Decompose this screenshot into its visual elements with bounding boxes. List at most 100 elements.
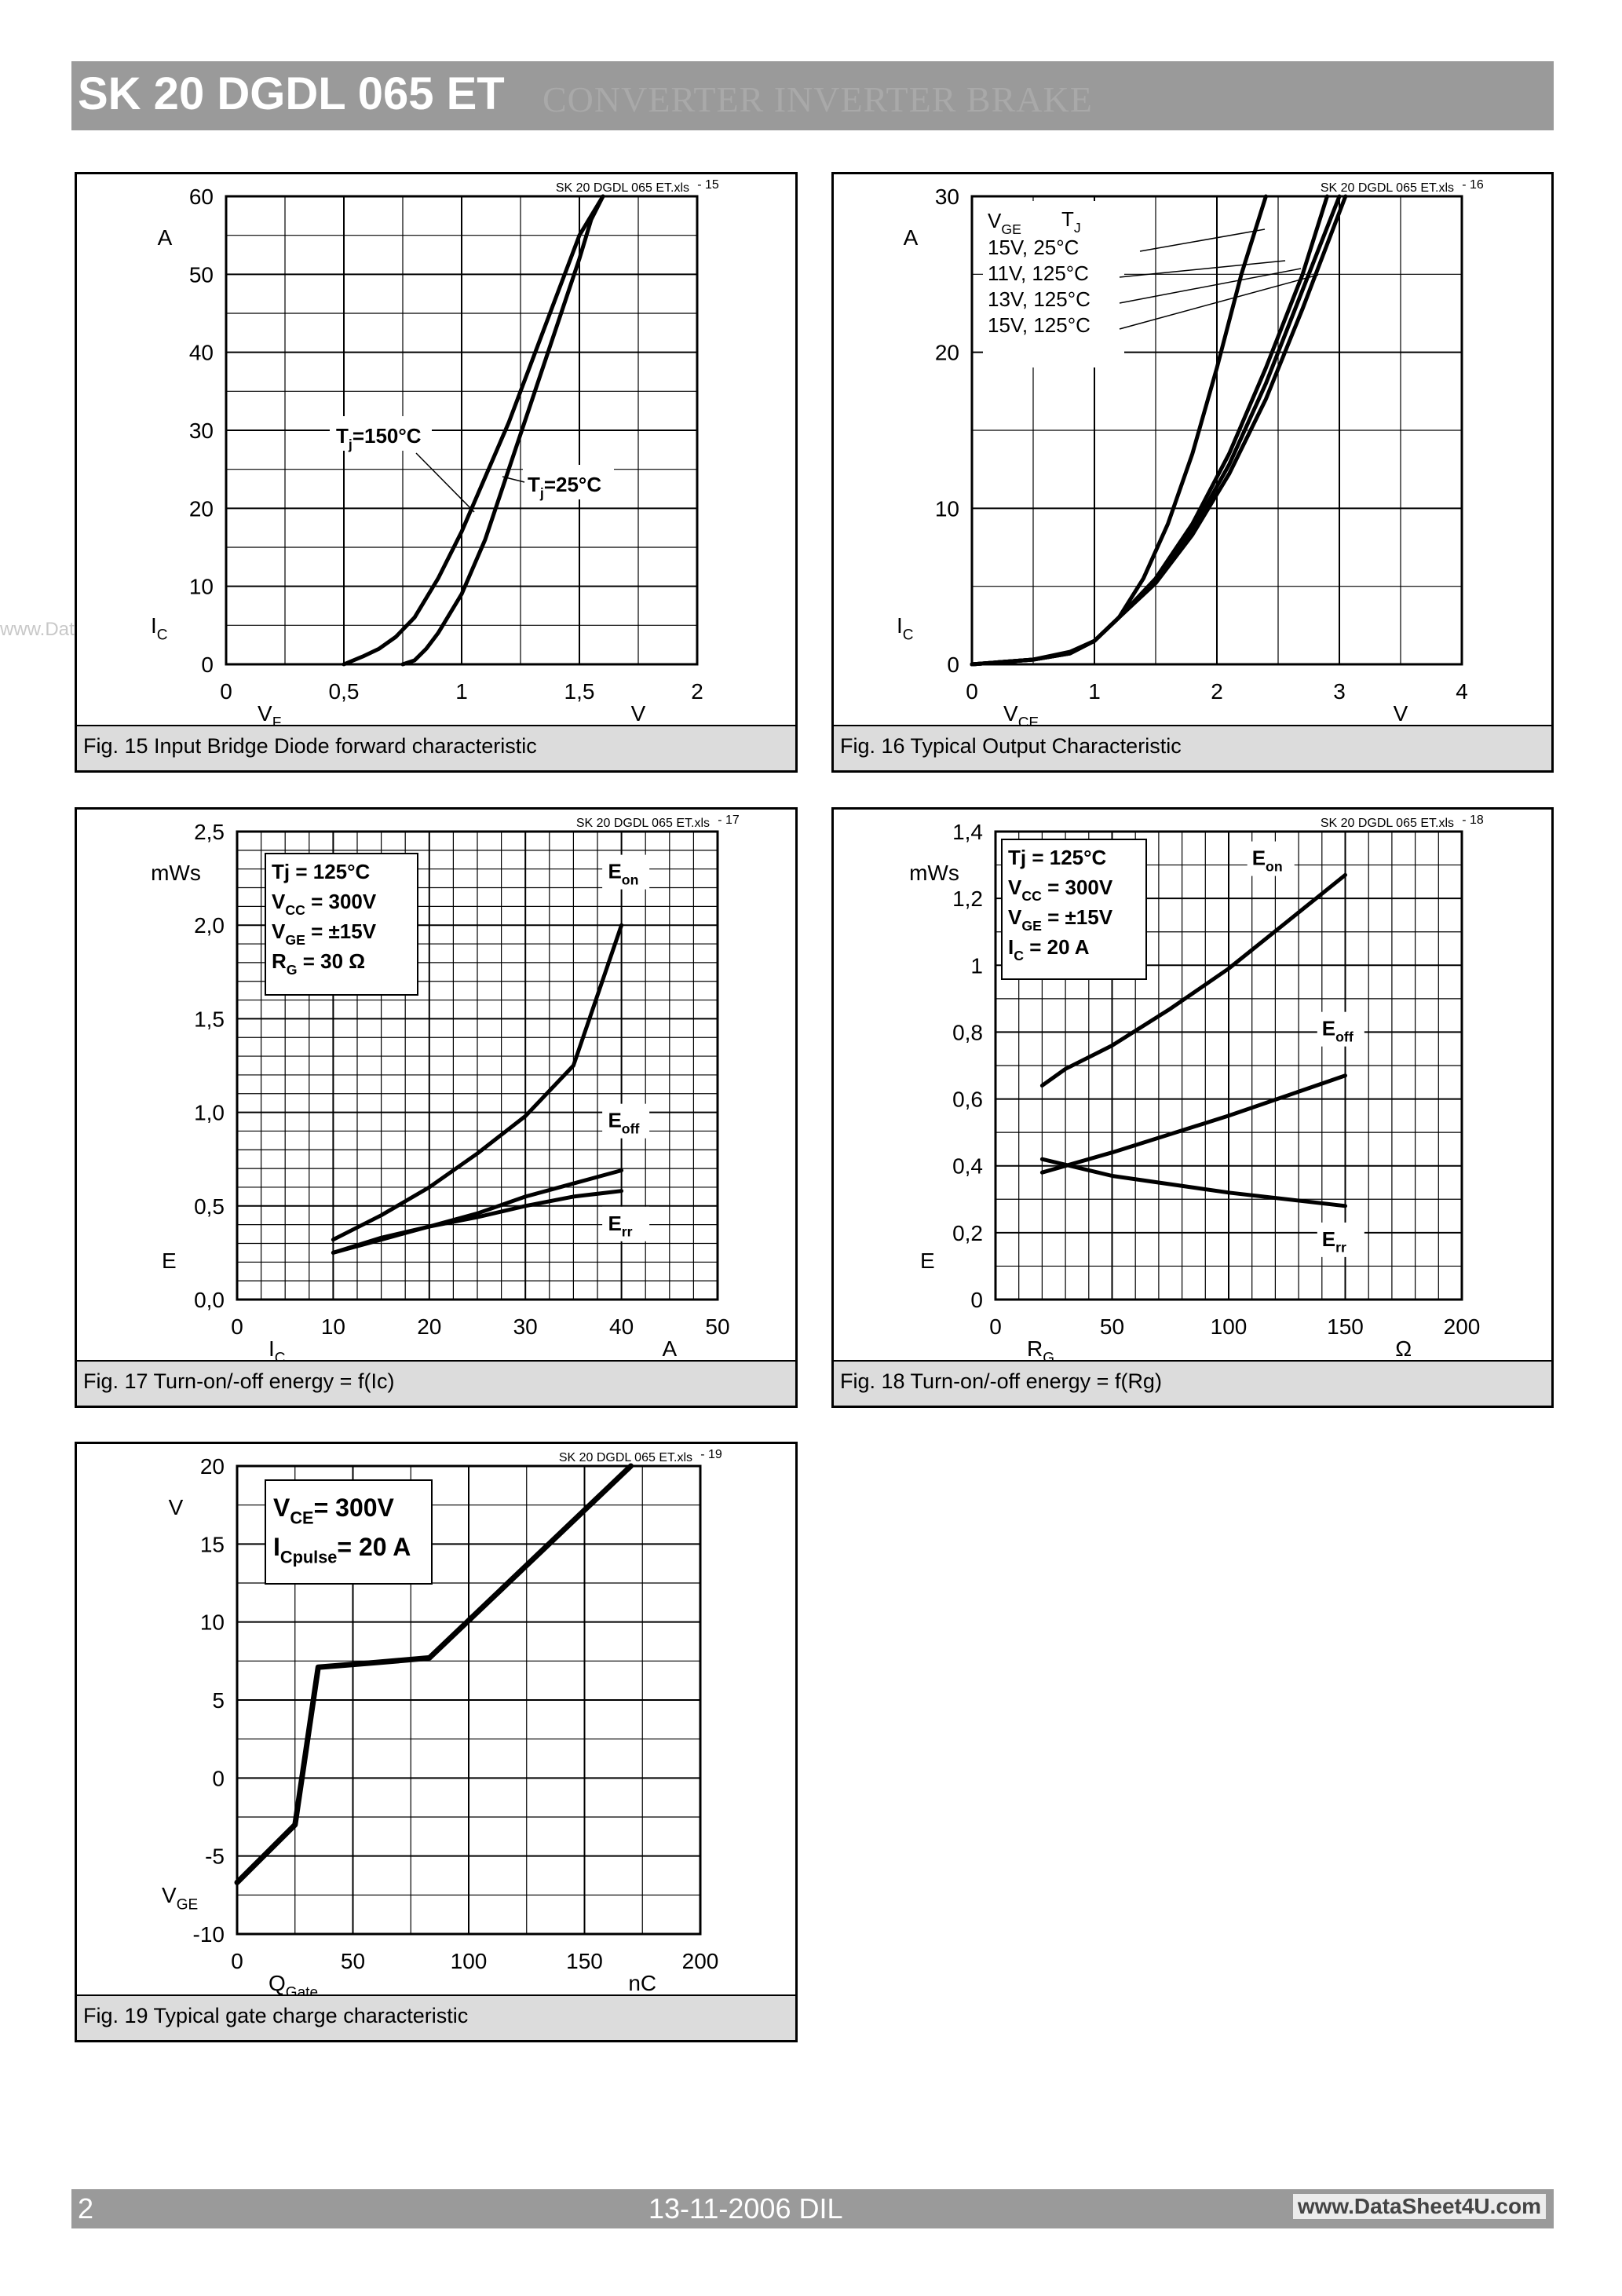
- legend-entry: 15V, 25°C: [988, 236, 1079, 259]
- y-tick-label: 0,0: [194, 1288, 225, 1312]
- legend-bg: [983, 201, 1124, 367]
- leader-line: [502, 476, 525, 483]
- y-tick-label: 1,2: [952, 887, 983, 911]
- y-tick-label: 1,5: [194, 1007, 225, 1031]
- y-axis-unit: V: [169, 1495, 184, 1519]
- x-axis-symbol: RG: [1027, 1336, 1054, 1362]
- series-label-Eoff: Eoff: [1322, 1017, 1353, 1045]
- x-tick-label: 200: [682, 1949, 719, 1973]
- legend-entry: 11V, 125°C: [988, 261, 1089, 285]
- y-tick-label: 10: [200, 1610, 225, 1635]
- file-tag: SK 20 DGDL 065 ET.xls: [1321, 817, 1454, 830]
- x-axis-symbol: VCE: [1003, 701, 1039, 726]
- condition-line: RG = 30 Ω: [272, 949, 365, 978]
- series-label-Eon: Eon: [1252, 846, 1283, 875]
- y-tick-label: 0: [970, 1288, 983, 1312]
- y-axis-symbol: IC: [897, 613, 914, 643]
- series-label-Eoff: Eoff: [608, 1109, 639, 1137]
- y-tick-label: 0,6: [952, 1088, 983, 1112]
- x-tick-label: 40: [609, 1314, 634, 1339]
- condition-line: VCC = 300V: [272, 890, 377, 918]
- label-bg: [1317, 1011, 1364, 1047]
- y-axis-unit: mWs: [909, 861, 959, 885]
- footer-website-link[interactable]: www.DataSheet4U.com: [1292, 2194, 1546, 2219]
- page-subtitle: CONVERTER INVERTER BRAKE: [542, 79, 1093, 119]
- x-tick-label: 200: [1444, 1314, 1481, 1339]
- x-tick-label: 100: [451, 1949, 488, 1973]
- chart-panel-fig16: 0 1 2 3 4 0 10 20 30 VCE V A IC SK 20 DGDL 065 ET.xls…: [831, 172, 1554, 773]
- y-tick-label: 40: [189, 341, 214, 365]
- y-tick-label: 0: [212, 1766, 225, 1790]
- file-tag: SK 20 DGDL 065 ET.xls: [556, 181, 689, 195]
- figure-number-tag: - 19: [700, 1448, 722, 1461]
- x-tick-label: 0,5: [329, 679, 360, 704]
- y-tick-label: 20: [935, 341, 959, 365]
- y-axis-symbol: IC: [151, 613, 168, 643]
- condition-line: VGE = ±15V: [272, 919, 377, 948]
- caption-fig19: Fig. 19 Typical gate charge characterist…: [77, 1994, 795, 2040]
- y-axis-unit: A: [904, 225, 919, 250]
- page-number: 2: [78, 2192, 94, 2225]
- footer-bar: 2 13-11-2006 DIL www.DataSheet4U.com: [71, 2189, 1554, 2228]
- y-tick-label: 30: [189, 419, 214, 443]
- legend-header-vge: VGE: [988, 209, 1021, 237]
- x-tick-label: 30: [513, 1314, 538, 1339]
- y-tick-label: 1,4: [952, 820, 983, 844]
- condition-box: [1001, 839, 1147, 980]
- x-tick-label: 50: [705, 1314, 729, 1339]
- series-line-0: [331, 923, 624, 1242]
- annotation-tj25: Tj=25°C: [528, 473, 601, 501]
- condition-line: Tj = 125°C: [1008, 846, 1107, 869]
- y-tick-label: -5: [205, 1844, 225, 1869]
- file-tag: SK 20 DGDL 065 ET.xls: [1321, 181, 1454, 195]
- x-tick-label: 50: [341, 1949, 365, 1973]
- caption-fig18: Fig. 18 Turn-on/-off energy = f(Rg): [834, 1360, 1551, 1406]
- x-tick-label: 0: [231, 1949, 243, 1973]
- y-tick-label: 0,5: [194, 1194, 225, 1219]
- x-tick-label: 1: [455, 679, 468, 704]
- condition-line: VGE = ±15V: [1008, 905, 1113, 934]
- y-axis-symbol: E: [162, 1249, 177, 1273]
- plot-frame: [236, 830, 719, 1301]
- label-bg: [523, 465, 614, 499]
- series-line-1: [1039, 1073, 1347, 1175]
- plot-frame: [236, 1464, 702, 1936]
- x-tick-label: 2: [691, 679, 703, 704]
- figure-number-tag: - 16: [1462, 178, 1484, 192]
- condition-line: Tj = 125°C: [272, 860, 371, 883]
- caption-fig15: Fig. 15 Input Bridge Diode forward chara…: [77, 725, 795, 770]
- file-tag: SK 20 DGDL 065 ET.xls: [576, 817, 710, 830]
- figure-number-tag: - 17: [718, 813, 740, 827]
- x-tick-label: 1,5: [564, 679, 595, 704]
- y-tick-label: 2,0: [194, 913, 225, 938]
- label-bg: [1317, 1222, 1364, 1257]
- plot-area: [225, 195, 699, 666]
- legend-leader: [1119, 260, 1286, 278]
- plot-frame: [225, 195, 699, 666]
- y-tick-label: 1: [970, 953, 983, 978]
- x-tick-label: 150: [566, 1949, 603, 1973]
- series-line-2: [1039, 1157, 1347, 1208]
- series-label-Err: Err: [1322, 1227, 1346, 1256]
- condition-line: VCC = 300V: [1008, 876, 1113, 904]
- plot-frame: [994, 830, 1463, 1301]
- legend-leader: [1119, 274, 1319, 330]
- x-tick-label: 100: [1211, 1314, 1248, 1339]
- y-tick-label: 50: [189, 262, 214, 287]
- x-tick-label: 0: [220, 679, 232, 704]
- x-axis-symbol: IC: [269, 1336, 286, 1362]
- y-tick-label: 1,0: [194, 1101, 225, 1125]
- file-tag: SK 20 DGDL 065 ET.xls: [559, 1451, 692, 1464]
- x-tick-label: 20: [417, 1314, 441, 1339]
- legend-entry: 13V, 125°C: [988, 287, 1090, 311]
- legend-leader: [1139, 229, 1266, 252]
- condition-line: ICpulse= 20 A: [273, 1533, 411, 1567]
- figure-number-tag: - 18: [1462, 813, 1484, 827]
- series-label-Eon: Eon: [608, 860, 638, 888]
- series-line-0: [342, 194, 605, 667]
